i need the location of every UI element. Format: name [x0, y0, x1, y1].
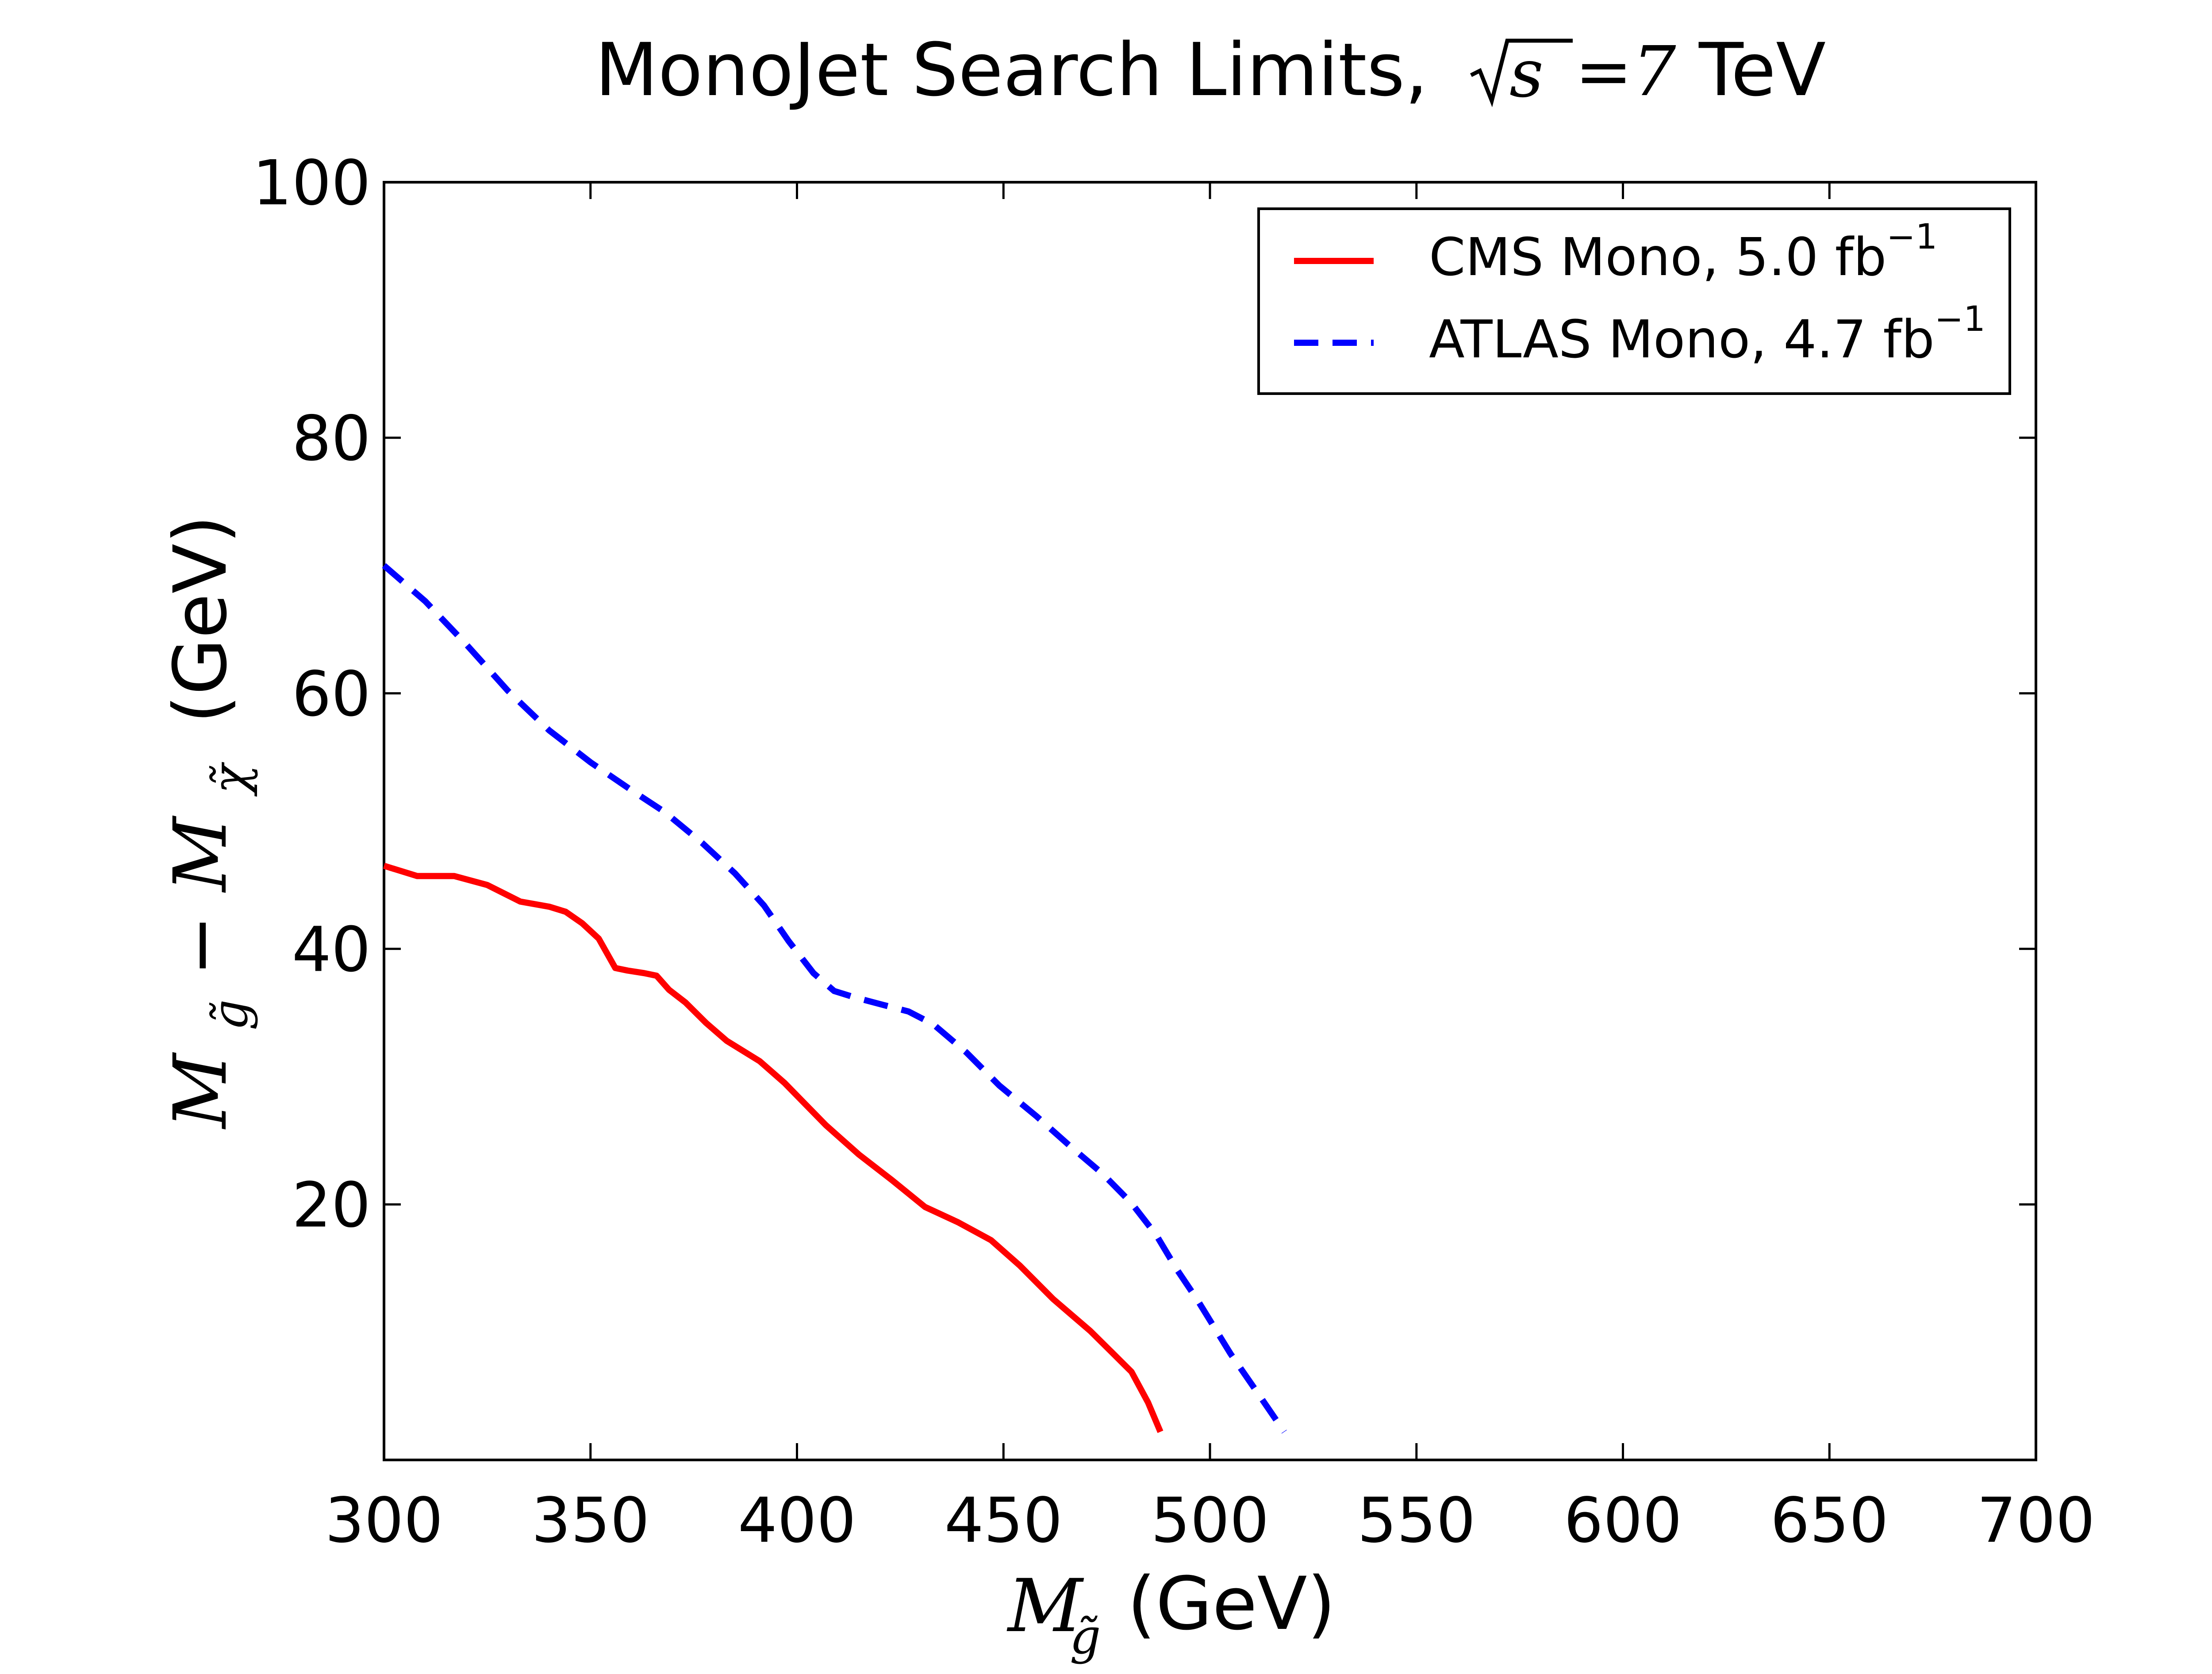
svg-text:MonoJet Search Limits,: MonoJet Search Limits,	[595, 27, 1428, 112]
x-tick-label: 650	[1770, 1485, 1889, 1557]
x-tick-label: 400	[738, 1485, 856, 1557]
x-tick-label: 300	[325, 1485, 443, 1557]
x-tick-label: 350	[531, 1485, 649, 1557]
title-equals-value: =7	[1575, 31, 1676, 111]
x-tick-label: 550	[1357, 1485, 1475, 1557]
y-axis-label: M g̃ − M χ̃ (GeV)	[158, 515, 264, 1130]
y-axis-tick-labels: 20 40 60 80 100	[253, 147, 371, 1241]
y-label-unit: (GeV)	[158, 515, 243, 724]
x-tick-label: 500	[1151, 1485, 1269, 1557]
y-axis-ticks	[384, 181, 2036, 1206]
y-label-subscript-1: g̃	[202, 999, 258, 1030]
svg-text:M g̃ − M: M g̃ − M χ̃ (GeV)	[158, 515, 264, 1130]
legend-box	[1257, 207, 2011, 395]
x-tick-label: 450	[945, 1485, 1063, 1557]
title-unit: TeV	[1698, 27, 1826, 112]
x-tick-label: 600	[1564, 1485, 1682, 1557]
series-line-atlas	[382, 563, 1287, 1434]
chart-title: MonoJet Search Limits, s =7 TeV	[595, 27, 1826, 112]
legend-label-atlas: ATLAS Mono, 4.7 fb−1	[1429, 299, 1985, 370]
x-label-subscript: g̃	[1070, 1608, 1101, 1665]
x-axis-ticks	[383, 182, 2037, 1460]
legend: CMS Mono, 5.0 fb−1 ATLAS Mono, 4.7 fb−1	[1257, 207, 2011, 395]
title-sqrt-sign	[1470, 38, 1573, 107]
legend-label-cms: CMS Mono, 5.0 fb−1	[1429, 217, 1937, 287]
series-layer	[382, 563, 1287, 1434]
y-tick-label: 20	[292, 1169, 371, 1241]
title-prefix: MonoJet Search Limits,	[595, 27, 1428, 112]
title-sqrt-expression: s =7 TeV	[1470, 27, 1826, 112]
x-axis-tick-labels: 300 350 400 450 500 550 600 650 700	[325, 1485, 2095, 1557]
y-label-subscript-2: χ̃	[202, 762, 258, 797]
x-label-unit: (GeV)	[1127, 1561, 1336, 1646]
y-tick-label: 100	[253, 147, 371, 219]
y-tick-label: 40	[292, 914, 371, 986]
y-label-symbol-1: M	[158, 1052, 243, 1130]
y-label-minus: −	[158, 915, 243, 976]
x-tick-label: 700	[1977, 1485, 2095, 1557]
y-tick-label: 80	[292, 403, 371, 475]
title-sqrt-arg: s	[1509, 35, 1544, 112]
series-line-cms	[383, 862, 1164, 1433]
y-tick-label: 60	[292, 659, 371, 731]
x-axis-label: M g̃ (GeV)	[1006, 1561, 1336, 1665]
y-label-symbol-2: M	[158, 815, 243, 893]
x-label-symbol: M	[1006, 1563, 1084, 1648]
